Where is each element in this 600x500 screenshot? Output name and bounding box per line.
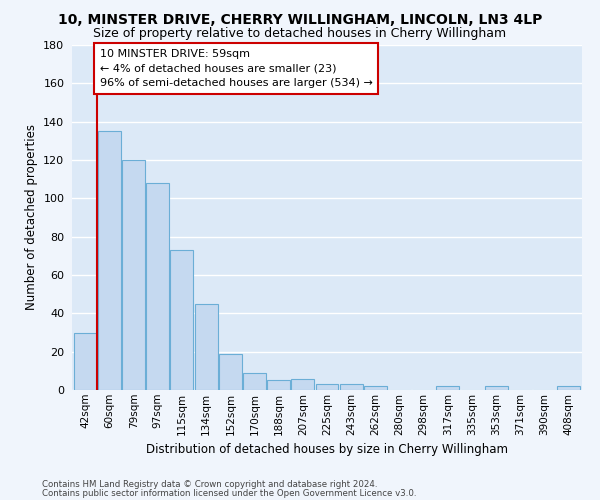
Text: 10 MINSTER DRIVE: 59sqm
← 4% of detached houses are smaller (23)
96% of semi-det: 10 MINSTER DRIVE: 59sqm ← 4% of detached… — [100, 49, 373, 88]
Text: Contains public sector information licensed under the Open Government Licence v3: Contains public sector information licen… — [42, 488, 416, 498]
Text: 10, MINSTER DRIVE, CHERRY WILLINGHAM, LINCOLN, LN3 4LP: 10, MINSTER DRIVE, CHERRY WILLINGHAM, LI… — [58, 12, 542, 26]
Text: Size of property relative to detached houses in Cherry Willingham: Size of property relative to detached ho… — [94, 28, 506, 40]
Bar — [485, 386, 508, 390]
Bar — [316, 384, 338, 390]
Bar — [219, 354, 242, 390]
Bar — [98, 131, 121, 390]
Y-axis label: Number of detached properties: Number of detached properties — [25, 124, 38, 310]
Bar — [267, 380, 290, 390]
Bar — [170, 250, 193, 390]
Bar — [122, 160, 145, 390]
Bar — [194, 304, 218, 390]
Text: Contains HM Land Registry data © Crown copyright and database right 2024.: Contains HM Land Registry data © Crown c… — [42, 480, 377, 489]
X-axis label: Distribution of detached houses by size in Cherry Willingham: Distribution of detached houses by size … — [146, 443, 508, 456]
Bar — [436, 386, 460, 390]
Bar — [74, 332, 97, 390]
Bar — [340, 384, 362, 390]
Bar — [364, 386, 387, 390]
Bar — [243, 373, 266, 390]
Bar — [557, 386, 580, 390]
Bar — [292, 378, 314, 390]
Bar — [146, 183, 169, 390]
